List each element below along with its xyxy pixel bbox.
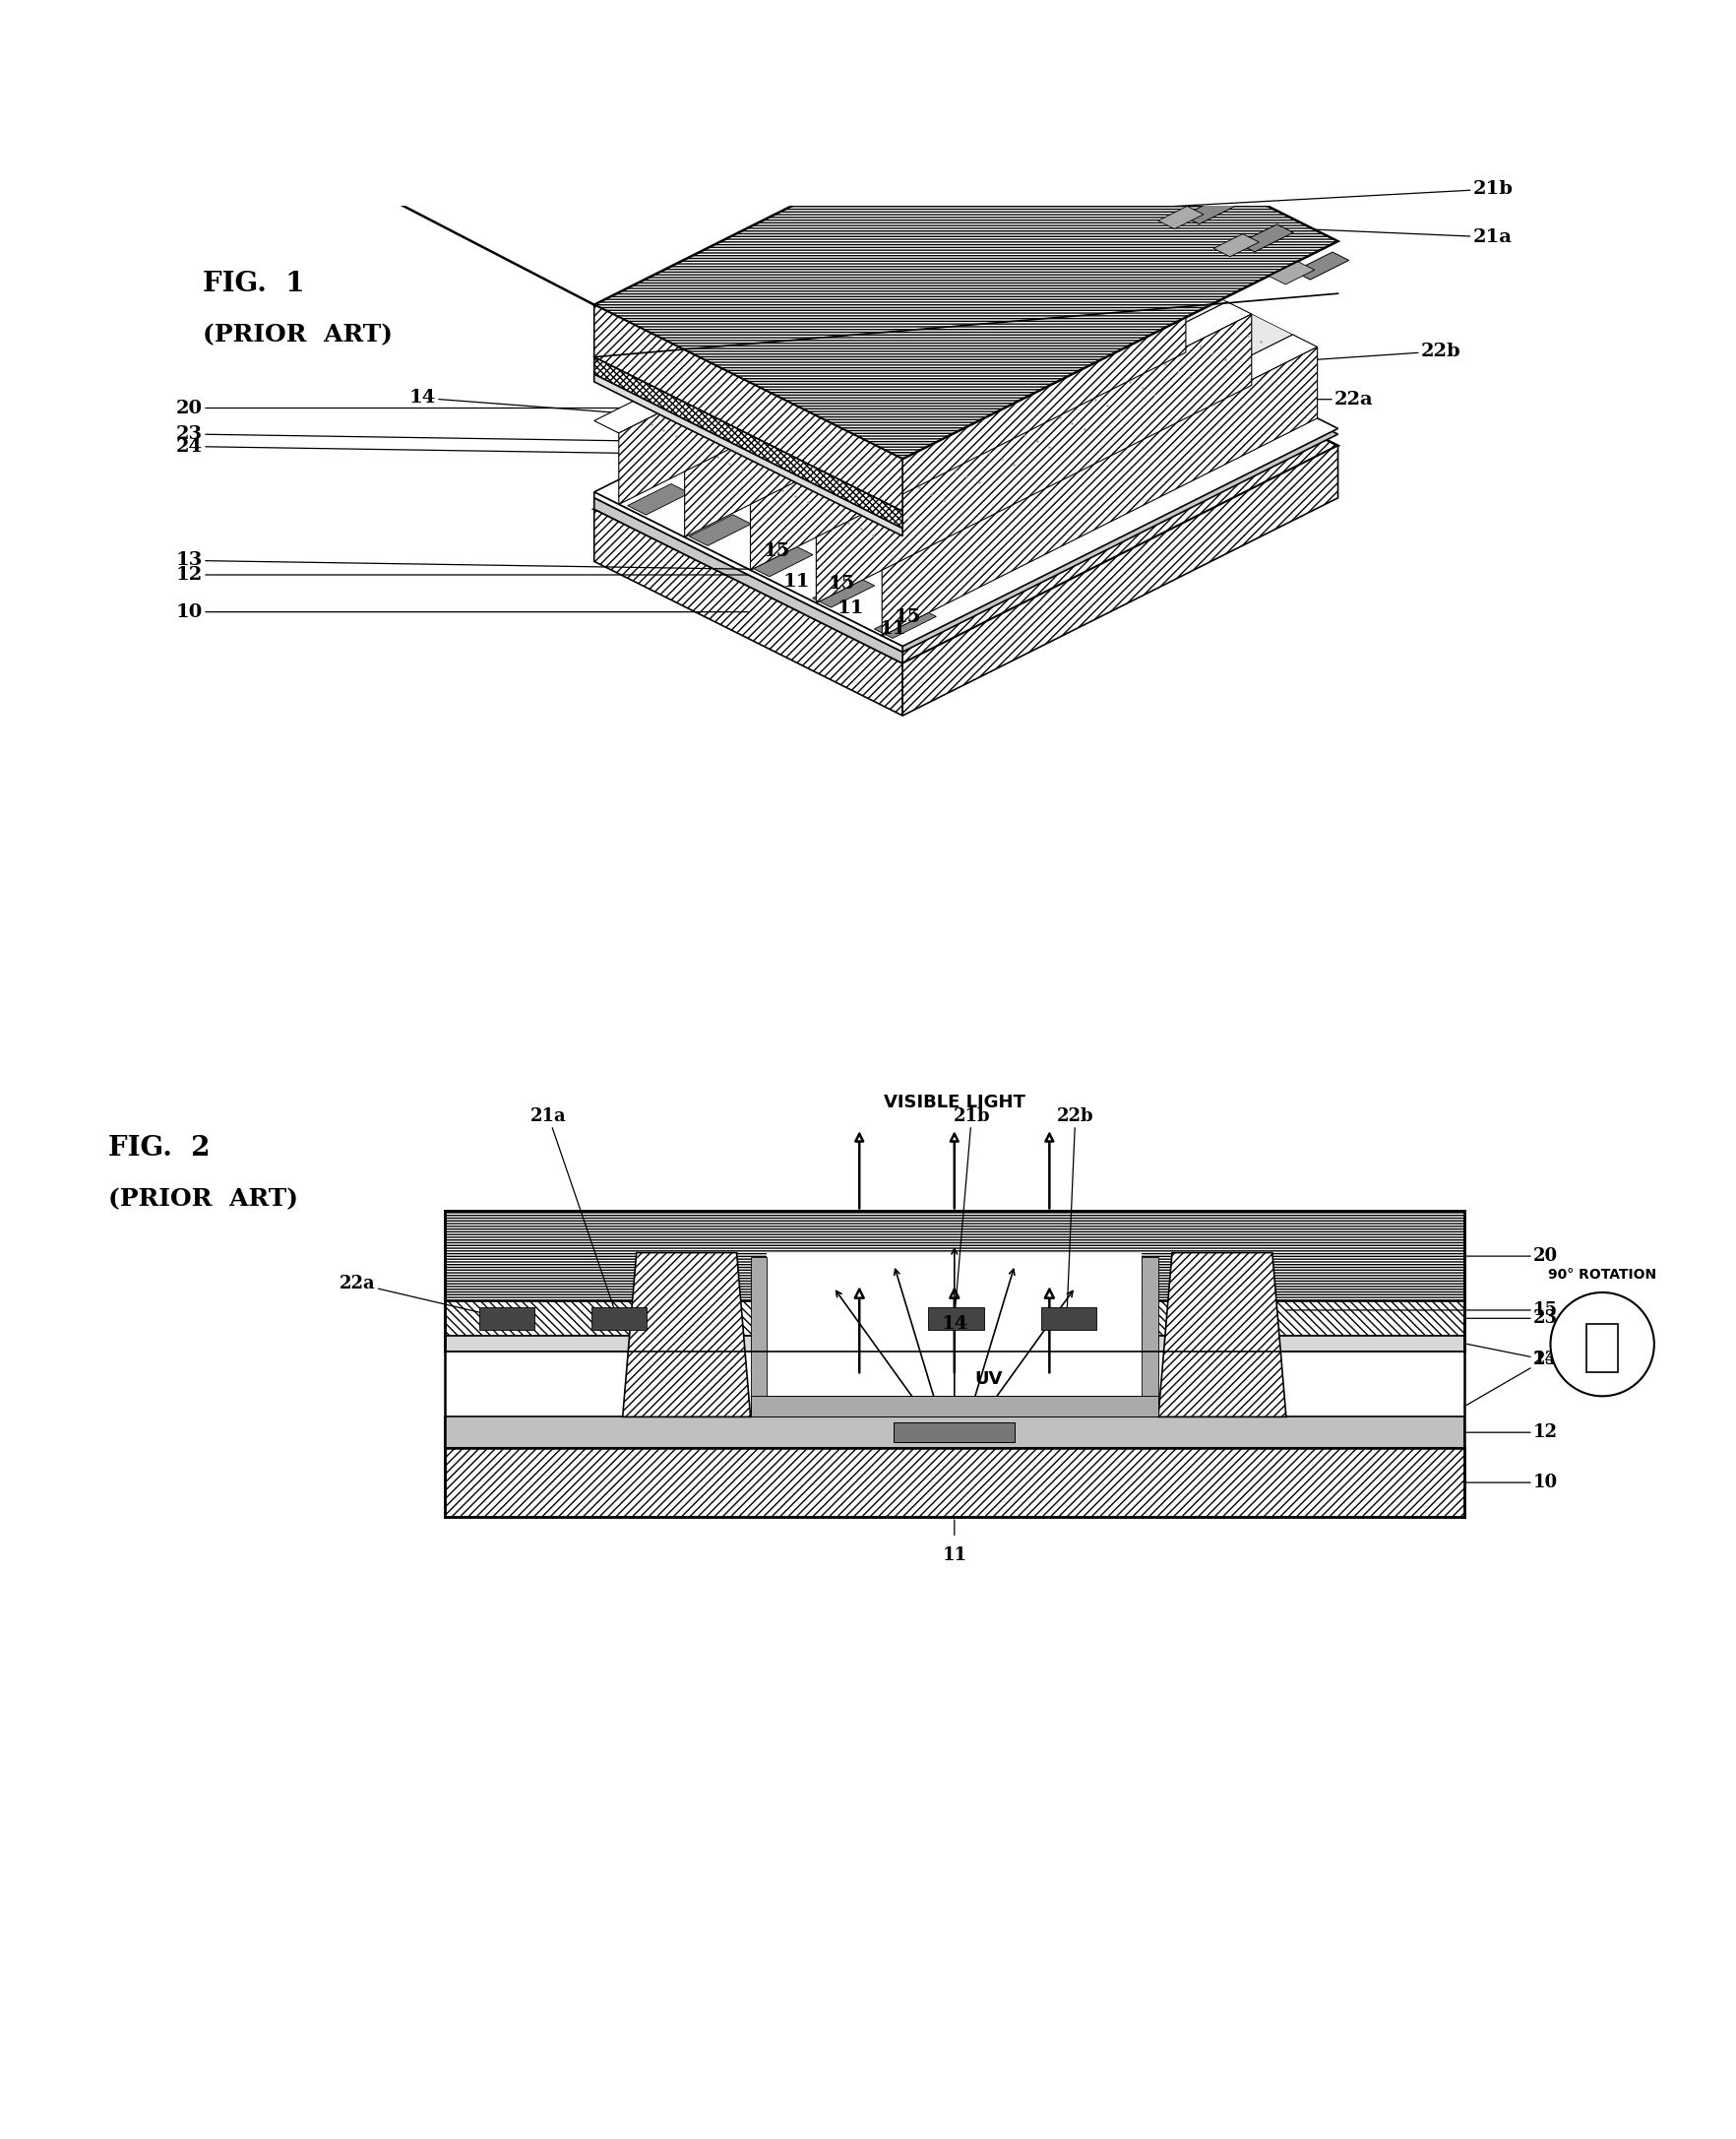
Text: 15: 15 bbox=[1286, 1301, 1557, 1320]
Polygon shape bbox=[594, 492, 903, 652]
Bar bbox=[444, 1416, 1463, 1448]
Polygon shape bbox=[903, 445, 1338, 717]
Text: (PRIOR  ART): (PRIOR ART) bbox=[108, 1187, 297, 1211]
Text: 22b: 22b bbox=[1057, 1108, 1094, 1318]
Text: 11: 11 bbox=[878, 620, 906, 637]
Polygon shape bbox=[1238, 225, 1293, 252]
Polygon shape bbox=[1127, 169, 1182, 197]
Text: 14: 14 bbox=[941, 1315, 967, 1333]
Polygon shape bbox=[726, 270, 1186, 498]
Text: 11: 11 bbox=[943, 1546, 967, 1564]
Bar bbox=[1142, 1256, 1158, 1397]
Text: 13: 13 bbox=[1463, 1350, 1557, 1407]
Polygon shape bbox=[594, 509, 903, 717]
Text: FIG.  2: FIG. 2 bbox=[108, 1136, 210, 1161]
Polygon shape bbox=[594, 280, 1338, 652]
Text: 24: 24 bbox=[1463, 1343, 1557, 1369]
FancyBboxPatch shape bbox=[1587, 1324, 1618, 1371]
Text: 11: 11 bbox=[783, 573, 811, 590]
Bar bbox=[592, 1307, 648, 1330]
Text: VISIBLE LIGHT: VISIBLE LIGHT bbox=[884, 1093, 1026, 1110]
Bar bbox=[479, 1307, 535, 1330]
Polygon shape bbox=[816, 314, 1293, 552]
Text: UV: UV bbox=[976, 1369, 1003, 1388]
Text: 20: 20 bbox=[177, 400, 748, 417]
Bar bbox=[929, 1307, 984, 1330]
Text: (PRIOR  ART): (PRIOR ART) bbox=[203, 323, 392, 347]
Polygon shape bbox=[882, 347, 1318, 635]
Bar bbox=[444, 1211, 1463, 1301]
Polygon shape bbox=[594, 304, 903, 511]
Text: 22a: 22a bbox=[340, 1275, 505, 1318]
Polygon shape bbox=[1071, 141, 1127, 169]
Text: FIG.  1: FIG. 1 bbox=[203, 272, 304, 297]
Polygon shape bbox=[689, 515, 752, 545]
Polygon shape bbox=[1269, 261, 1314, 284]
Bar bbox=[444, 1448, 1463, 1517]
Polygon shape bbox=[684, 248, 1120, 537]
Polygon shape bbox=[594, 291, 1338, 663]
Text: 23: 23 bbox=[175, 426, 748, 443]
Polygon shape bbox=[623, 1253, 750, 1416]
Text: 90° ROTATION: 90° ROTATION bbox=[1549, 1268, 1656, 1281]
Bar bbox=[444, 1301, 1463, 1335]
Polygon shape bbox=[1293, 252, 1349, 280]
Text: 12: 12 bbox=[1463, 1425, 1557, 1442]
Polygon shape bbox=[627, 483, 689, 515]
Text: 14: 14 bbox=[410, 389, 882, 432]
Circle shape bbox=[1550, 1292, 1654, 1397]
Text: 21b: 21b bbox=[1174, 180, 1514, 205]
Text: 12: 12 bbox=[175, 567, 748, 584]
Text: 20: 20 bbox=[1463, 1247, 1557, 1264]
Text: 21b: 21b bbox=[953, 1108, 990, 1318]
Bar bbox=[894, 1422, 1016, 1442]
Bar bbox=[444, 1335, 1463, 1352]
Bar bbox=[750, 1397, 1158, 1416]
Polygon shape bbox=[816, 314, 1252, 603]
Polygon shape bbox=[594, 88, 1338, 460]
Text: 15: 15 bbox=[894, 607, 922, 627]
Text: 21a: 21a bbox=[529, 1108, 618, 1318]
Polygon shape bbox=[792, 302, 1252, 533]
Bar bbox=[767, 1253, 1142, 1397]
Polygon shape bbox=[875, 607, 936, 637]
Polygon shape bbox=[1158, 1253, 1286, 1416]
Polygon shape bbox=[594, 374, 903, 537]
Polygon shape bbox=[594, 357, 903, 528]
Polygon shape bbox=[660, 235, 1120, 466]
Polygon shape bbox=[618, 216, 1095, 453]
Text: 24: 24 bbox=[177, 438, 748, 456]
Polygon shape bbox=[594, 498, 903, 663]
Bar bbox=[1042, 1307, 1095, 1330]
Polygon shape bbox=[684, 248, 1161, 486]
Text: 15: 15 bbox=[828, 575, 856, 593]
Polygon shape bbox=[594, 203, 1054, 432]
Polygon shape bbox=[618, 216, 1054, 505]
Polygon shape bbox=[858, 334, 1318, 565]
Polygon shape bbox=[1182, 197, 1238, 225]
Text: 22b: 22b bbox=[1184, 342, 1462, 368]
Text: 13: 13 bbox=[175, 552, 748, 569]
Text: 10: 10 bbox=[1463, 1474, 1557, 1491]
Polygon shape bbox=[750, 280, 1227, 520]
Polygon shape bbox=[594, 274, 1338, 646]
Polygon shape bbox=[1158, 205, 1203, 229]
Text: 10: 10 bbox=[175, 603, 748, 620]
Polygon shape bbox=[812, 575, 875, 607]
Text: 22a: 22a bbox=[1245, 391, 1373, 409]
Text: 15: 15 bbox=[762, 543, 790, 560]
Polygon shape bbox=[1102, 178, 1147, 201]
Polygon shape bbox=[750, 280, 1186, 571]
Polygon shape bbox=[1213, 233, 1259, 257]
Polygon shape bbox=[752, 545, 812, 578]
Bar bbox=[750, 1256, 767, 1397]
Text: 11: 11 bbox=[837, 599, 865, 618]
Text: 21a: 21a bbox=[1174, 222, 1512, 246]
Text: 23: 23 bbox=[1463, 1309, 1557, 1326]
